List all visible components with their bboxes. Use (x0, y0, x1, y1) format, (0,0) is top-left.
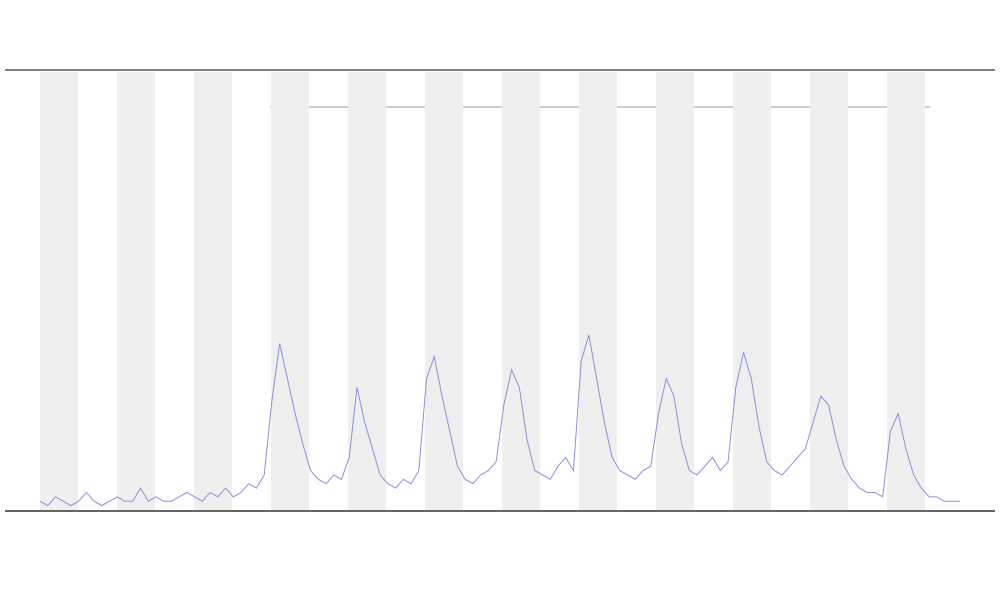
shade-band (656, 72, 694, 510)
plot (39, 334, 960, 507)
shade-band (579, 72, 617, 510)
shade-band (348, 72, 386, 510)
shade-band (194, 72, 232, 510)
shade-band (502, 72, 540, 510)
bands (40, 72, 925, 510)
shade-band (887, 72, 925, 510)
shade-band (117, 72, 155, 510)
shade-band (271, 72, 309, 510)
shade-band (733, 72, 771, 510)
shade-band (40, 72, 78, 510)
shade-band (810, 72, 848, 510)
shade-band (425, 72, 463, 510)
series-line (39, 334, 960, 507)
